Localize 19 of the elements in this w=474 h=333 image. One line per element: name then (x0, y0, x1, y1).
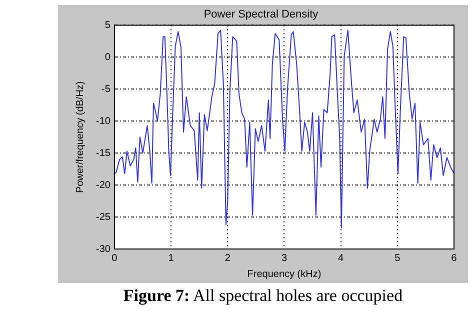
x-tick-label: 3 (281, 252, 288, 264)
x-tick-label: 1 (168, 252, 174, 264)
y-tick-label: -30 (96, 244, 111, 255)
x-tick-label: 2 (224, 252, 231, 264)
y-tick-label: -20 (96, 180, 111, 191)
x-axis-title: Frequency (kHz) (247, 268, 322, 280)
y-axis-title: Power/frequency (dB/Hz) (74, 81, 86, 193)
y-tick-label: 0 (104, 52, 111, 63)
y-tick-label: -10 (96, 116, 111, 127)
caption: Figure 7: All spectral holes are occupied (122, 286, 404, 306)
y-tick-label: -25 (96, 212, 111, 223)
x-tick-label: 5 (394, 252, 401, 264)
chart-title: Power Spectral Density (204, 8, 319, 21)
x-tick-label: 4 (338, 252, 344, 264)
y-tick-label: 5 (104, 20, 111, 31)
y-tick-label: -5 (102, 84, 111, 95)
y-tick-label: -15 (96, 148, 111, 159)
x-tick-label: 6 (451, 252, 458, 264)
x-tick-label: 0 (112, 252, 118, 264)
